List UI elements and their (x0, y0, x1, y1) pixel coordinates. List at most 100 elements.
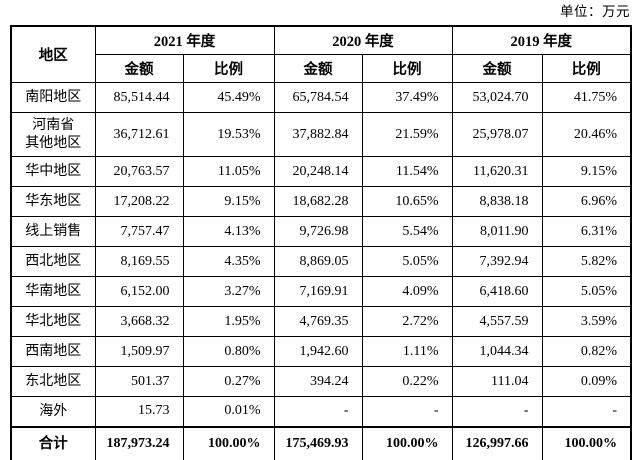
ratio-cell: 6.96% (541, 186, 632, 217)
region-cell: 华南地区 (10, 276, 96, 307)
amount-cell: 7,757.47 (94, 216, 184, 247)
table-row: 华东地区 17,208.22 9.15% 18,682.28 10.65% 8,838.1… (10, 186, 632, 217)
ratio-cell: 1.11% (361, 336, 453, 367)
table-row: 华中地区 20,763.57 11.05% 20,248.14 11.54% 11,620… (10, 156, 632, 187)
region-cell: 西北地区 (10, 246, 96, 277)
total-row: 合计 187,973.24 100.00% 175,469.93 100.00%… (10, 425, 632, 460)
region-cell: 东北地区 (10, 366, 96, 397)
ratio-cell: - (361, 396, 453, 427)
table-row: 西南地区 1,509.97 0.80% 1,942.60 1.11% 1,044.34 0.… (10, 336, 632, 367)
ratio-cell: 19.53% (182, 112, 275, 157)
amount-cell: 8,169.55 (94, 246, 184, 277)
ratio-header-2021: 比例 (182, 54, 275, 83)
region-cell: 线上销售 (10, 216, 96, 247)
year-group-2019: 2019 年度 (451, 25, 632, 55)
amount-cell: 36,712.61 (94, 112, 184, 157)
ratio-cell: 5.82% (541, 246, 632, 277)
amount-cell: 7,169.91 (273, 276, 363, 307)
amount-cell: 1,942.60 (273, 336, 363, 367)
header-row-subcolumns: 金额 比例 金额 比例 金额 比例 (11, 54, 632, 83)
amount-header-2021: 金额 (94, 54, 184, 83)
year-group-2021: 2021 年度 (94, 25, 275, 55)
ratio-cell: 20.46% (541, 112, 632, 157)
amount-cell: 25,978.07 (451, 112, 543, 157)
table-row: 华南地区 6,152.00 3.27% 7,169.91 4.09% 6,418.60 5.… (10, 276, 632, 307)
ratio-cell: 5.05% (541, 276, 632, 307)
ratio-cell: 0.22% (361, 366, 453, 397)
table-row: 西北地区 8,169.55 4.35% 8,869.05 5.05% 7,392.94 5.… (10, 246, 632, 277)
total-label: 合计 (10, 425, 96, 460)
ratio-cell: 4.09% (361, 276, 453, 307)
amount-cell: - (451, 396, 543, 427)
amount-cell: 8,011.90 (451, 216, 543, 247)
amount-cell: - (273, 396, 363, 427)
ratio-cell: 37.49% (361, 82, 453, 113)
table-row: 线上销售 7,757.47 4.13% 9,726.98 5.54% 8,011.90 6.… (10, 216, 632, 247)
amount-cell: 65,784.54 (273, 82, 363, 113)
total-ratio-2020: 100.00% (361, 425, 453, 460)
region-cell: 华中地区 (10, 156, 96, 187)
amount-cell: 111.04 (451, 366, 543, 397)
amount-cell: 18,682.28 (273, 186, 363, 217)
amount-cell: 8,869.05 (273, 246, 363, 277)
ratio-cell: 6.31% (541, 216, 632, 247)
amount-header-2019: 金额 (451, 54, 543, 83)
amount-cell: 501.37 (94, 366, 184, 397)
table-row: 海外 15.73 0.01% - - - - (10, 396, 632, 427)
total-ratio-2019: 100.00% (541, 425, 632, 460)
amount-cell: 4,557.59 (451, 306, 543, 337)
region-cell: 南阳地区 (10, 82, 96, 113)
header-row-years: 地区 2021 年度 2020 年度 2019 年度 (10, 25, 632, 83)
region-cell: 华东地区 (10, 186, 96, 217)
ratio-cell: 0.01% (182, 396, 275, 427)
table-row: 华北地区 3,668.32 1.95% 4,769.35 2.72% 4,557.59 3.… (10, 306, 632, 337)
amount-cell: 37,882.84 (273, 112, 363, 157)
unit-label: 单位：万元 (560, 4, 630, 19)
table-row: 河南省 其他地区 36,712.61 19.53% 37,882.84 21.59% 25… (10, 112, 632, 157)
ratio-cell: 0.27% (182, 366, 275, 397)
table-row: 南阳地区 85,514.44 45.49% 65,784.54 37.49% 53,024… (10, 82, 632, 113)
amount-header-2020: 金额 (273, 54, 363, 83)
ratio-cell: 4.13% (182, 216, 275, 247)
table-row: 东北地区 501.37 0.27% 394.24 0.22% 111.04 0.09% (10, 366, 632, 397)
total-amount-2021: 187,973.24 (94, 425, 184, 460)
region-cell: 海外 (10, 396, 96, 427)
ratio-cell: 5.05% (361, 246, 453, 277)
total-ratio-2021: 100.00% (182, 425, 275, 460)
amount-cell: 7,392.94 (451, 246, 543, 277)
amount-cell: 17,208.22 (94, 186, 184, 217)
amount-cell: 11,620.31 (451, 156, 543, 187)
region-column-header: 地区 (10, 25, 96, 83)
amount-cell: 15.73 (94, 396, 184, 427)
ratio-header-2020: 比例 (361, 54, 453, 83)
amount-cell: 1,509.97 (94, 336, 184, 367)
table-body: 南阳地区 85,514.44 45.49% 65,784.54 37.49% 53,024… (10, 82, 632, 427)
amount-cell: 1,044.34 (451, 336, 543, 367)
ratio-cell: 9.15% (541, 156, 632, 187)
amount-cell: 20,248.14 (273, 156, 363, 187)
ratio-cell: 0.09% (541, 366, 632, 397)
amount-cell: 3,668.32 (94, 306, 184, 337)
amount-cell: 394.24 (273, 366, 363, 397)
revenue-by-region-table: 地区 2021 年度 2020 年度 2019 年度 金额 比例 金额 比例 金… (10, 25, 632, 460)
ratio-cell: 41.75% (541, 82, 632, 113)
ratio-cell: 3.27% (182, 276, 275, 307)
amount-cell: 85,514.44 (94, 82, 184, 113)
region-cell: 华北地区 (10, 306, 96, 337)
region-cell: 西南地区 (10, 336, 96, 367)
amount-cell: 4,769.35 (273, 306, 363, 337)
ratio-cell: 21.59% (361, 112, 453, 157)
ratio-cell: 45.49% (182, 82, 275, 113)
ratio-header-2019: 比例 (541, 54, 632, 83)
amount-cell: 53,024.70 (451, 82, 543, 113)
ratio-cell: 11.05% (182, 156, 275, 187)
ratio-cell: - (541, 396, 632, 427)
ratio-cell: 9.15% (182, 186, 275, 217)
amount-cell: 6,418.60 (451, 276, 543, 307)
amount-cell: 6,152.00 (94, 276, 184, 307)
amount-cell: 9,726.98 (273, 216, 363, 247)
year-group-2020: 2020 年度 (273, 25, 453, 55)
region-cell: 河南省 其他地区 (10, 112, 96, 157)
total-amount-2019: 126,997.66 (451, 425, 543, 460)
